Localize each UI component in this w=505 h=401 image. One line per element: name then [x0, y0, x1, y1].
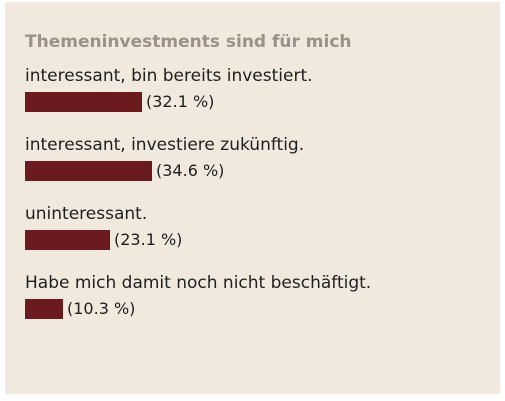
poll-option: uninteressant. (23.1 %) — [25, 204, 500, 250]
poll-option-result: (10.3 %) — [25, 299, 500, 319]
poll-option: Habe mich damit noch nicht beschäftigt. … — [25, 273, 500, 319]
poll-results-panel: Themeninvestments sind für mich interess… — [5, 2, 500, 394]
poll-result-bar — [25, 230, 110, 250]
poll-option-result: (34.6 %) — [25, 161, 500, 181]
poll-option: interessant, bin bereits investiert. (32… — [25, 66, 500, 112]
poll-result-bar — [25, 299, 63, 319]
poll-option-label: interessant, bin bereits investiert. — [25, 66, 313, 86]
poll-option-label: Habe mich damit noch nicht beschäftigt. — [25, 273, 372, 293]
poll-title: Themeninvestments sind für mich — [25, 32, 352, 52]
poll-result-percent: (32.1 %) — [146, 92, 215, 111]
poll-result-percent: (23.1 %) — [114, 230, 183, 249]
poll-result-bar — [25, 92, 142, 112]
poll-option-label: interessant, investiere zukünftig. — [25, 135, 305, 155]
poll-result-percent: (10.3 %) — [67, 299, 136, 318]
poll-option: interessant, investiere zukünftig. (34.6… — [25, 135, 500, 181]
poll-option-result: (23.1 %) — [25, 230, 500, 250]
poll-option-label: uninteressant. — [25, 204, 148, 224]
poll-result-bar — [25, 161, 152, 181]
poll-option-result: (32.1 %) — [25, 92, 500, 112]
poll-result-percent: (34.6 %) — [156, 161, 225, 180]
